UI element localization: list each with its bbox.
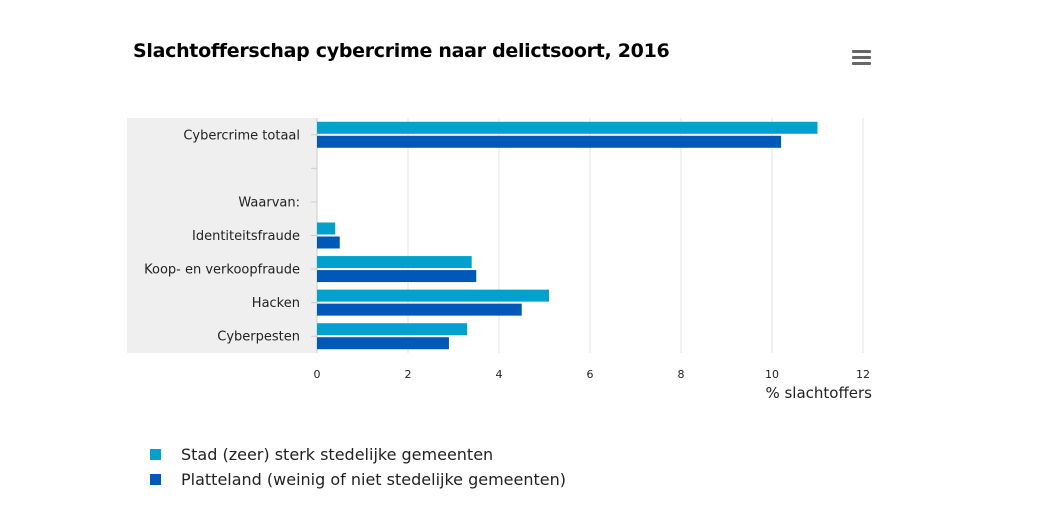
- bar-series-1-3: [317, 236, 340, 249]
- category-label: Cybercrime totaal: [183, 128, 300, 143]
- bar-series-0-3: [317, 222, 336, 235]
- bar-series-0-5: [317, 289, 550, 302]
- x-tick-label: 2: [405, 368, 412, 381]
- x-axis-title: % slachtoffers: [765, 384, 872, 402]
- category-label: Koop- en verkoopfraude: [144, 263, 300, 278]
- legend-label-platteland: Platteland (weinig of niet stedelijke ge…: [181, 470, 566, 489]
- legend-item-platteland[interactable]: Platteland (weinig of niet stedelijke ge…: [150, 467, 566, 492]
- hamburger-menu-icon-line: [851, 61, 871, 65]
- x-tick-label: 4: [496, 368, 503, 381]
- x-tick-label: 0: [314, 368, 321, 381]
- x-tick-label: 12: [856, 368, 870, 381]
- legend-item-stad[interactable]: Stad (zeer) sterk stedelijke gemeenten: [150, 442, 566, 467]
- category-label: Hacken: [252, 296, 300, 311]
- bar-series-1-4: [317, 270, 477, 283]
- x-tick-label: 10: [765, 368, 779, 381]
- legend-swatch-stad: [150, 449, 161, 460]
- hamburger-menu-icon-line: [851, 55, 871, 59]
- category-label: Identiteitsfraude: [192, 229, 300, 244]
- legend: Stad (zeer) sterk stedelijke gemeenten P…: [150, 442, 566, 492]
- legend-label-stad: Stad (zeer) sterk stedelijke gemeenten: [181, 445, 494, 464]
- bar-series-1-0: [317, 135, 782, 148]
- bar-series-0-4: [317, 256, 472, 269]
- hamburger-menu-icon: [851, 49, 871, 53]
- bar-series-0-0: [317, 121, 818, 134]
- x-tick-label: 6: [587, 368, 594, 381]
- bar-series-1-5: [317, 303, 522, 316]
- bar-series-0-6: [317, 323, 468, 336]
- x-tick-label: 8: [678, 368, 685, 381]
- chart-menu-button[interactable]: [848, 46, 874, 68]
- category-band: [127, 118, 317, 353]
- category-label: Waarvan:: [238, 195, 300, 210]
- bar-series-1-6: [317, 337, 449, 350]
- legend-swatch-platteland: [150, 474, 161, 485]
- category-label: Cyberpesten: [217, 330, 300, 345]
- chart-title: Slachtofferschap cybercrime naar delicts…: [133, 40, 670, 62]
